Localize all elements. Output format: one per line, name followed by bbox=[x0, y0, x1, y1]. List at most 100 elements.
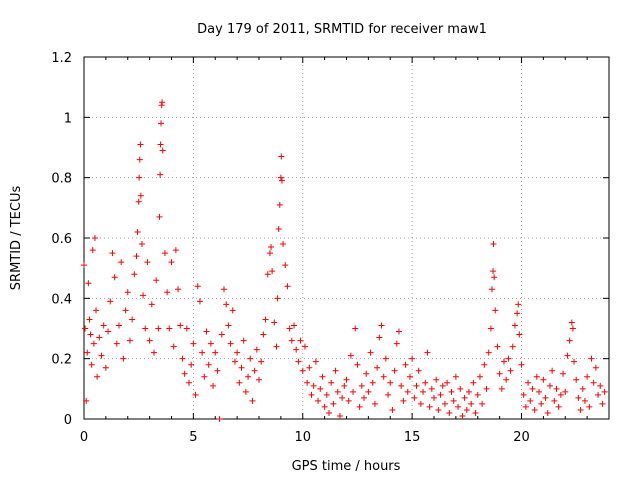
data-point bbox=[175, 286, 182, 293]
data-point bbox=[531, 406, 538, 413]
data-point bbox=[260, 331, 267, 338]
data-point bbox=[571, 358, 577, 365]
data-point bbox=[107, 298, 114, 305]
data-point bbox=[212, 349, 219, 356]
data-point bbox=[560, 370, 567, 377]
data-point bbox=[544, 409, 551, 416]
data-point bbox=[223, 301, 230, 308]
data-point bbox=[389, 406, 396, 413]
data-point bbox=[336, 412, 343, 419]
data-point bbox=[242, 388, 249, 395]
data-point bbox=[109, 250, 116, 257]
data-point bbox=[352, 325, 359, 332]
data-point bbox=[597, 382, 604, 389]
data-point bbox=[406, 373, 413, 380]
data-point bbox=[194, 283, 201, 290]
data-point bbox=[457, 385, 464, 392]
data-point bbox=[555, 403, 562, 410]
data-point bbox=[472, 409, 479, 416]
data-point bbox=[94, 373, 101, 380]
data-point bbox=[481, 361, 488, 368]
data-point bbox=[542, 394, 549, 401]
grid bbox=[84, 57, 609, 419]
data-point bbox=[166, 325, 173, 332]
data-point bbox=[549, 367, 556, 374]
data-point bbox=[120, 355, 127, 362]
data-point bbox=[516, 331, 523, 338]
x-tick-label: 5 bbox=[189, 430, 197, 445]
data-point bbox=[461, 394, 468, 401]
data-point bbox=[291, 322, 297, 329]
data-point bbox=[177, 322, 184, 329]
data-point bbox=[264, 271, 271, 278]
data-point bbox=[527, 397, 534, 404]
data-point bbox=[210, 382, 217, 389]
data-point bbox=[131, 271, 138, 278]
data-point bbox=[485, 349, 492, 356]
data-point bbox=[190, 340, 197, 347]
data-point bbox=[297, 337, 304, 344]
data-point bbox=[468, 400, 475, 407]
data-point bbox=[136, 174, 143, 181]
x-tick-label: 0 bbox=[80, 430, 88, 445]
data-point bbox=[417, 400, 424, 407]
data-point bbox=[474, 391, 481, 398]
data-point bbox=[83, 397, 90, 404]
data-point bbox=[148, 301, 155, 308]
data-point bbox=[225, 322, 232, 329]
data-point bbox=[501, 358, 507, 365]
data-point bbox=[369, 379, 376, 386]
data-point bbox=[105, 328, 112, 335]
data-point bbox=[387, 379, 394, 386]
data-point bbox=[569, 325, 576, 332]
data-point bbox=[435, 406, 442, 413]
data-point bbox=[179, 355, 186, 362]
data-point bbox=[422, 379, 429, 386]
data-point bbox=[236, 379, 243, 386]
data-point bbox=[93, 307, 100, 314]
data-point bbox=[518, 361, 525, 368]
data-point bbox=[334, 388, 341, 395]
data-point bbox=[301, 343, 308, 350]
data-point bbox=[391, 367, 398, 374]
data-point bbox=[505, 355, 512, 362]
data-point bbox=[511, 322, 518, 329]
data-point bbox=[82, 325, 89, 332]
data-point bbox=[122, 307, 129, 314]
data-point bbox=[321, 403, 328, 410]
data-point bbox=[238, 364, 245, 371]
data-point bbox=[433, 376, 440, 383]
data-point bbox=[306, 364, 313, 371]
data-point bbox=[536, 388, 542, 395]
plot-frame bbox=[83, 56, 610, 420]
data-point bbox=[507, 367, 514, 374]
data-point bbox=[245, 373, 252, 380]
data-point bbox=[470, 379, 477, 386]
data-point bbox=[343, 376, 350, 383]
x-tick-label: 20 bbox=[513, 430, 530, 445]
data-point bbox=[284, 283, 291, 290]
data-point bbox=[253, 346, 260, 353]
data-point bbox=[330, 400, 337, 407]
y-tick-label: 0 bbox=[64, 413, 72, 428]
data-point bbox=[196, 298, 203, 305]
data-point bbox=[319, 373, 326, 380]
data-point bbox=[192, 391, 199, 398]
data-point bbox=[553, 385, 560, 392]
data-point bbox=[448, 388, 455, 395]
data-point bbox=[584, 373, 591, 380]
data-point bbox=[137, 192, 144, 199]
x-tick-label: 10 bbox=[294, 430, 311, 445]
y-tick-label: 1.2 bbox=[51, 51, 72, 66]
data-point bbox=[286, 325, 293, 332]
axis-ticks: 0 5 10 15 20 0 0.2 0.4 0.6 0.8 1 1.2 bbox=[51, 51, 609, 445]
data-point bbox=[490, 268, 497, 275]
data-point bbox=[347, 352, 354, 359]
data-point bbox=[494, 343, 501, 350]
y-tick-label: 1 bbox=[64, 111, 72, 126]
data-point bbox=[227, 340, 234, 347]
data-point bbox=[444, 379, 451, 386]
data-point bbox=[280, 241, 287, 248]
data-point bbox=[199, 349, 206, 356]
data-point bbox=[345, 397, 352, 404]
